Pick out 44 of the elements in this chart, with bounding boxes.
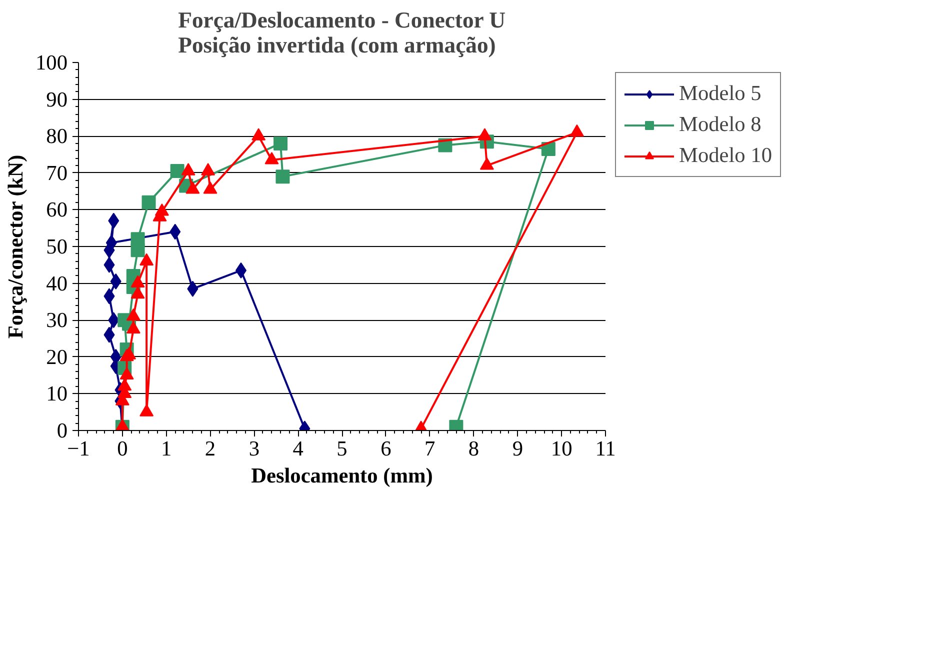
- point: [276, 170, 290, 184]
- x-tick-label: 1: [161, 436, 172, 460]
- legend-label: Modelo 5: [679, 81, 762, 106]
- x-tick-label: 6: [380, 436, 392, 460]
- x-tick-label: 8: [468, 436, 480, 460]
- point: [130, 286, 145, 299]
- point: [118, 378, 132, 391]
- legend-label: Modelo 10: [679, 143, 772, 168]
- point: [130, 232, 145, 246]
- x-axis-title: Deslocamento (mm): [251, 464, 433, 488]
- point: [126, 321, 140, 334]
- point: [140, 404, 154, 416]
- point: [130, 275, 145, 288]
- chart-title: Força/Deslocamento - Conector U Posição invertida (com armação): [178, 8, 506, 58]
- y-axis-title: Força/conector (kN): [4, 154, 28, 339]
- x-tick-label: 5: [336, 436, 348, 460]
- y-tick-label: 20: [46, 344, 68, 369]
- point: [140, 253, 154, 266]
- x-tick-label: −1: [67, 436, 90, 460]
- y-tick-label: 100: [36, 50, 68, 74]
- x-tick-label: 9: [512, 436, 524, 460]
- x-tick-label: 10: [550, 436, 572, 460]
- y-tick-label: 60: [46, 198, 68, 222]
- x-tick-label: 3: [248, 436, 260, 460]
- legend-label: Modelo 8: [679, 112, 762, 137]
- y-tick-label: 80: [46, 124, 68, 148]
- x-tick-label: 2: [204, 436, 216, 460]
- y-tick-label: 10: [46, 382, 68, 406]
- point: [142, 195, 156, 210]
- point: [274, 136, 288, 150]
- point: [126, 308, 140, 321]
- point: [120, 367, 134, 380]
- y-tick-label: 30: [46, 308, 68, 332]
- y-tick-label: 40: [46, 271, 68, 296]
- point: [170, 164, 184, 178]
- y-tick-label: 0: [56, 418, 68, 442]
- y-tick-label: 50: [46, 234, 68, 258]
- x-tick-label: 11: [595, 436, 616, 460]
- y-tick-label: 90: [46, 87, 68, 112]
- x-tick-label: 4: [292, 436, 304, 460]
- x-tick-label: 0: [117, 436, 128, 460]
- y-tick-label: 70: [46, 160, 68, 185]
- x-tick-label: 7: [424, 436, 436, 460]
- point: [541, 142, 556, 156]
